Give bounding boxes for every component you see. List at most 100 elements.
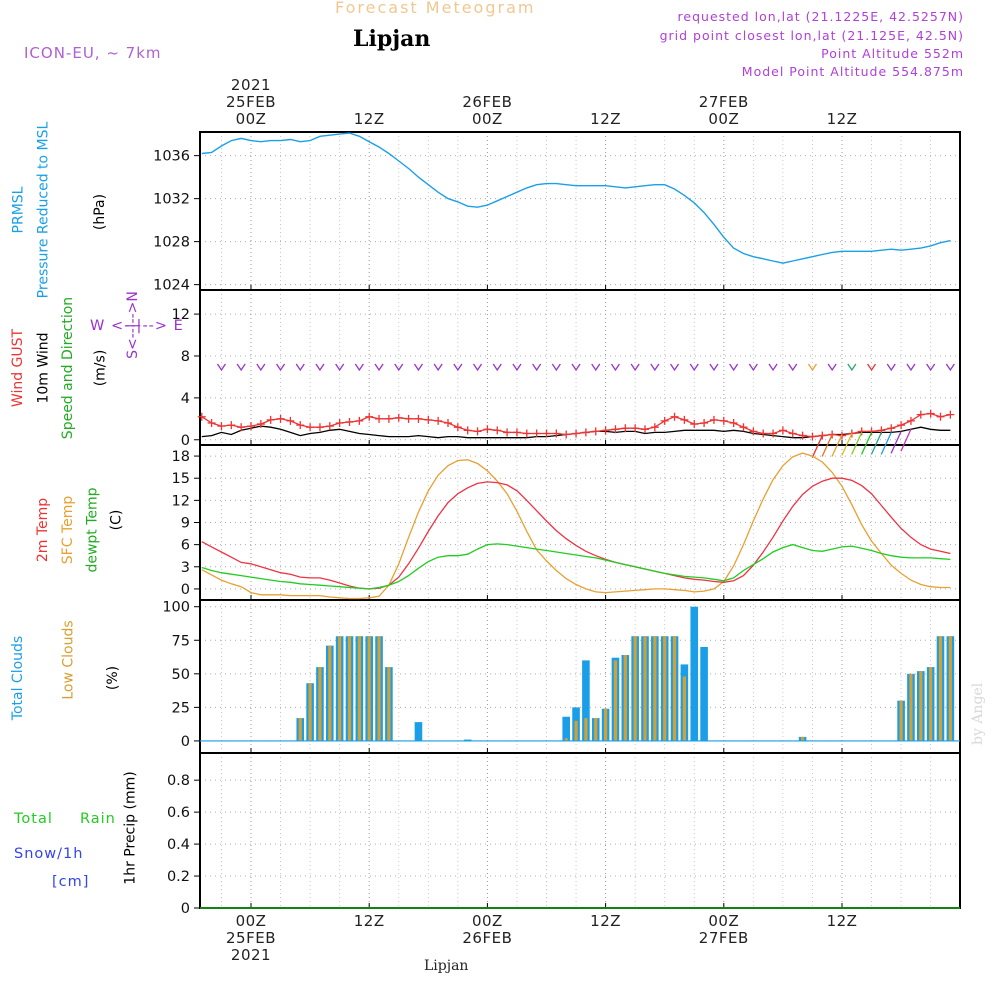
wind-direction-arrow (453, 363, 463, 372)
gust-marker (857, 427, 866, 436)
gust-marker (562, 430, 571, 439)
gust-marker (769, 429, 778, 438)
low-cloud-bar (929, 667, 933, 741)
wind-barb (821, 434, 833, 457)
total-cloud-bar (700, 646, 708, 741)
low-cloud-bar (643, 636, 647, 741)
gust-marker (729, 419, 738, 428)
time-label-line: 25FEB (226, 929, 276, 947)
precipitation-frame (199, 752, 961, 909)
wind-direction-arrow (256, 363, 266, 372)
gust-marker (434, 416, 443, 425)
wind-direction-arrow (729, 363, 739, 372)
gust-marker (867, 427, 876, 436)
snow-label: Snow/1h (14, 846, 84, 862)
low-cloud-bar (672, 636, 677, 741)
dewpt-temp-label: dewpt Temp (84, 487, 101, 573)
gust-marker (621, 424, 630, 433)
gust-marker (463, 426, 472, 435)
total-precip-label: Total (14, 811, 53, 827)
gust-marker (808, 432, 817, 441)
wind-direction-arrow (295, 363, 305, 372)
time-label-line: 12Z (353, 912, 385, 930)
y-tick-label: 4 (181, 391, 190, 407)
gust-marker (591, 427, 600, 436)
wind-direction-arrow (788, 363, 798, 372)
gust-marker (532, 429, 541, 438)
gust-marker (237, 423, 246, 432)
rain-precip-label: Rain (80, 811, 116, 827)
wind-10m-label: 10m Wind (35, 332, 52, 404)
wind-barb (841, 433, 853, 456)
gust-marker (384, 414, 393, 423)
time-label-line: 00Z (708, 912, 740, 930)
y-tick-label: 0 (181, 734, 190, 750)
y-tick-label: 12 (172, 307, 190, 323)
low-cloud-bar (574, 720, 578, 741)
gust-marker (394, 413, 403, 422)
wind-direction-arrow (768, 363, 778, 372)
low-cloud-bar (328, 645, 332, 741)
gust-marker (946, 410, 955, 419)
gust-marker (483, 425, 492, 434)
gust-marker (601, 426, 610, 435)
total-cloud-bar (562, 716, 570, 741)
temp-2m-label: 2m Temp (35, 497, 52, 563)
gust-marker (217, 422, 226, 431)
time-label-line: 00Z (235, 912, 267, 930)
gust-marker (936, 412, 945, 421)
top-time-label: 12Z (566, 111, 646, 128)
y-tick-label: 0 (181, 582, 190, 598)
total-cloud-bar (414, 722, 423, 741)
low-cloud-bar (594, 718, 598, 741)
meteogram-title: Forecast Meteogram (335, 0, 536, 17)
gust-marker (365, 412, 374, 421)
top-time-label: 27FEB 00Z (684, 94, 764, 128)
gust-marker (887, 424, 896, 433)
top-time-label: 12Z (802, 111, 882, 128)
wind-direction-arrow (354, 363, 364, 372)
wind-direction-arrow (216, 363, 226, 372)
pressure-line (201, 132, 951, 264)
low-cloud-bar (663, 636, 667, 741)
bottom-time-label: 00Z 26FEB (447, 913, 527, 947)
time-label-line: 00Z (471, 110, 503, 128)
y-tick-label: 12 (172, 493, 190, 509)
y-tick-label: 0.2 (167, 869, 190, 885)
total-cloud-bar (690, 606, 699, 741)
gust-marker (444, 419, 452, 428)
wind-direction-arrow (630, 363, 640, 372)
pressure-label-desc: Pressure Reduced to MSL (34, 121, 51, 299)
wind-direction-arrow (906, 363, 916, 372)
gust-marker (641, 425, 649, 434)
low-cloud-bar (584, 718, 588, 741)
low-cloud-bar (938, 636, 943, 741)
low-cloud-bar (338, 636, 342, 741)
wind-gust-label: Wind GUST (10, 328, 27, 408)
gust-marker (207, 419, 216, 428)
gust-marker (670, 412, 679, 421)
wind-barb (860, 432, 873, 455)
low-cloud-bar (387, 667, 391, 741)
y-tick-label: 8 (181, 349, 190, 365)
bottom-time-label: 12Z (802, 913, 882, 930)
model-name: ICON-EU, ~ 7km (24, 44, 162, 62)
time-label-line: 26FEB (462, 93, 513, 111)
low-cloud-bar (801, 736, 805, 741)
y-tick-label: 1024 (153, 278, 190, 294)
wind-direction-arrow (276, 363, 286, 372)
wind-direction-arrow (670, 363, 680, 372)
wind-direction-arrow (867, 363, 877, 372)
top-time-label: 2021 25FEB 00Z (211, 77, 291, 128)
low-cloud-bar (357, 636, 361, 741)
time-label-line: 27FEB (698, 93, 749, 111)
dewpoint-line (201, 543, 951, 590)
y-tick-label: 9 (181, 516, 190, 532)
time-label-line: 12Z (826, 110, 858, 128)
gust-marker (709, 415, 718, 424)
pressure-panel: 1024 1028 1032 1036 (153, 131, 961, 294)
low-clouds-label: Low Clouds (60, 620, 77, 700)
y-tick-label: 0.4 (167, 837, 190, 853)
gust-marker (424, 415, 433, 424)
wind-direction-arrow (886, 363, 896, 372)
